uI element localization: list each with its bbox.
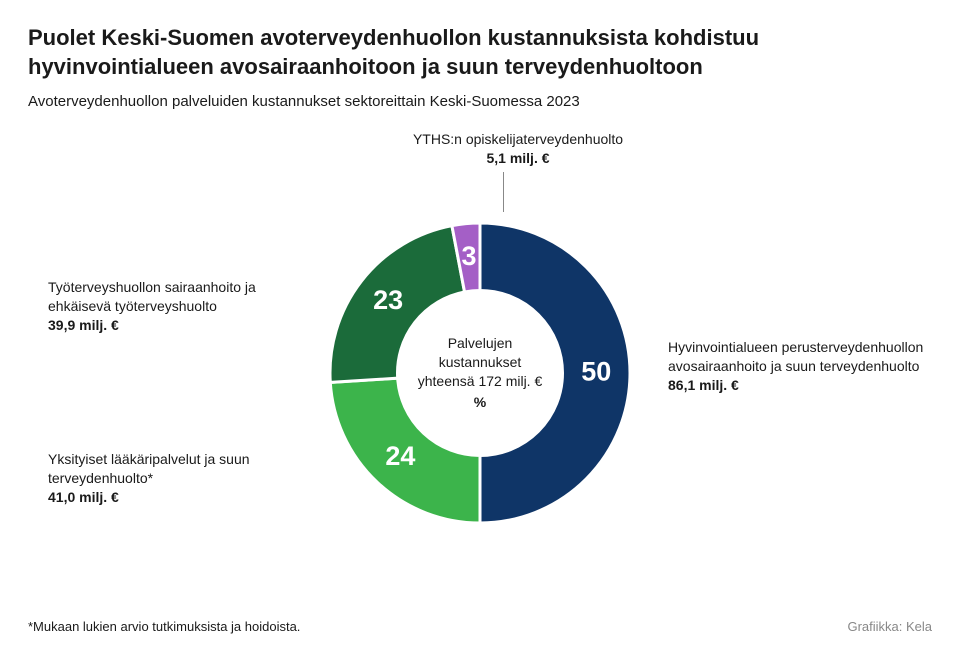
leader-line	[503, 172, 504, 212]
slice-label-value: 86,1 milj. €	[668, 377, 739, 393]
chart-area: YTHS:n opiskelijaterveydenhuolto 5,1 mil…	[28, 120, 932, 580]
slice-label-left-lower: Yksityiset lääkäripalvelut ja suun terve…	[48, 450, 268, 507]
center-line: Palvelujen	[448, 334, 513, 353]
center-unit: %	[474, 393, 486, 412]
slice-label-value: 5,1 milj. €	[486, 150, 549, 166]
slice-label-top: YTHS:n opiskelijaterveydenhuolto 5,1 mil…	[388, 130, 648, 168]
footnote: *Mukaan lukien arvio tutkimuksista ja ho…	[28, 619, 300, 634]
slice-label-text: Hyvinvointialueen perusterveydenhuollon …	[668, 339, 923, 374]
donut-chart: 5024233 Palvelujen kustannukset yhteensä…	[330, 223, 630, 523]
slice-label-left-upper: Työterveyshuollon sairaan­hoito ja ehkäi…	[48, 278, 268, 335]
slice-label-text: YTHS:n opiskelijaterveydenhuolto	[413, 131, 623, 147]
slice-label-text: Yksityiset lääkäripalvelut ja suun terve…	[48, 451, 250, 486]
center-line: kustannukset	[439, 353, 522, 372]
center-line: yhteensä 172 milj. €	[418, 372, 543, 391]
donut-center-text: Palvelujen kustannukset yhteensä 172 mil…	[330, 223, 630, 523]
credit: Grafiikka: Kela	[847, 619, 932, 634]
slice-label-value: 41,0 milj. €	[48, 489, 119, 505]
slice-label-right: Hyvinvointialueen perusterveydenhuollon …	[668, 338, 948, 395]
chart-subtitle: Avoterveydenhuollon palveluiden kustannu…	[28, 93, 932, 110]
chart-title: Puolet Keski-Suomen avoterveydenhuollon …	[28, 24, 932, 81]
slice-label-text: Työterveyshuollon sairaan­hoito ja ehkäi…	[48, 279, 256, 314]
slice-label-value: 39,9 milj. €	[48, 317, 119, 333]
